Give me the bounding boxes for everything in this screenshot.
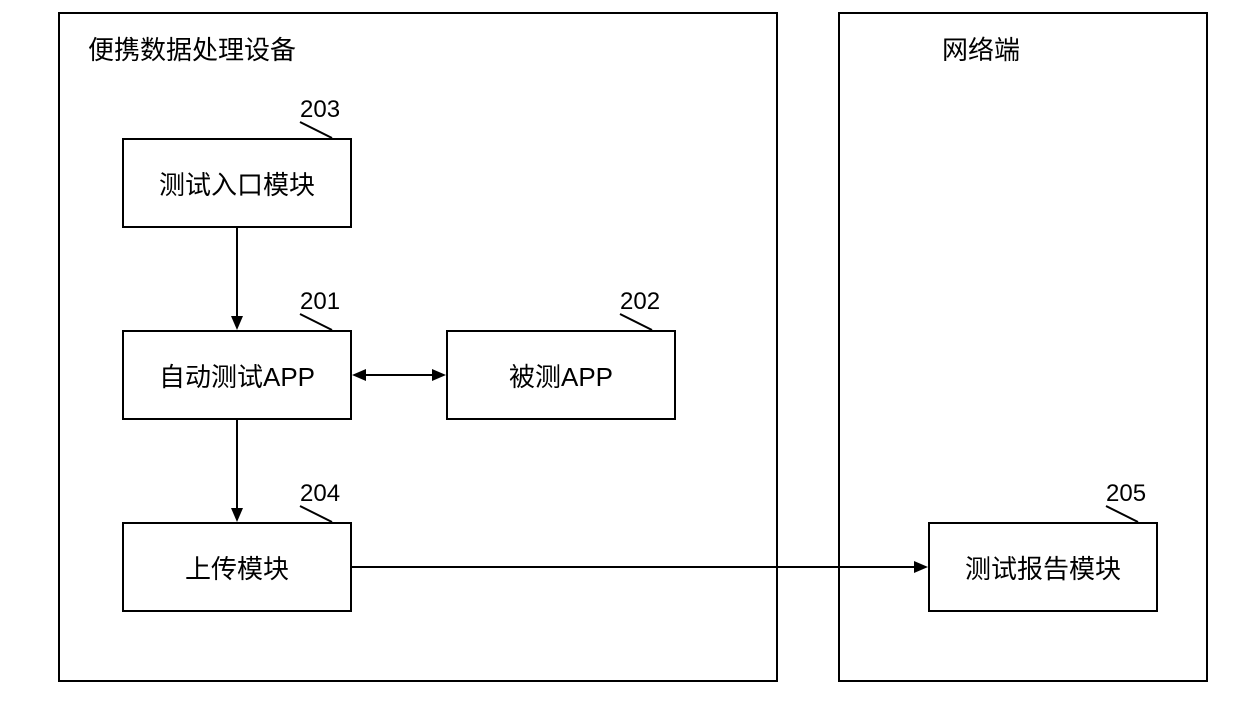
ref-201: 201 (300, 288, 340, 316)
frame-network-title: 网络端 (942, 30, 1020, 67)
diagram-canvas: 便携数据处理设备 网络端 测试入口模块 自动测试APP 被测APP 上传模块 测… (0, 0, 1239, 702)
node-autotest-app: 自动测试APP (122, 330, 352, 420)
node-report-label: 测试报告模块 (965, 549, 1121, 586)
node-test-entry: 测试入口模块 (122, 138, 352, 228)
node-tested-app: 被测APP (446, 330, 676, 420)
node-upload-label: 上传模块 (185, 549, 289, 586)
ref-203: 203 (300, 96, 340, 124)
node-test-entry-label: 测试入口模块 (159, 165, 315, 202)
node-upload: 上传模块 (122, 522, 352, 612)
ref-205: 205 (1106, 480, 1146, 508)
node-tested-app-label: 被测APP (509, 357, 613, 394)
ref-204: 204 (300, 480, 340, 508)
node-report: 测试报告模块 (928, 522, 1158, 612)
node-autotest-app-label: 自动测试APP (159, 357, 315, 394)
ref-202: 202 (620, 288, 660, 316)
frame-device-title: 便携数据处理设备 (88, 30, 296, 67)
